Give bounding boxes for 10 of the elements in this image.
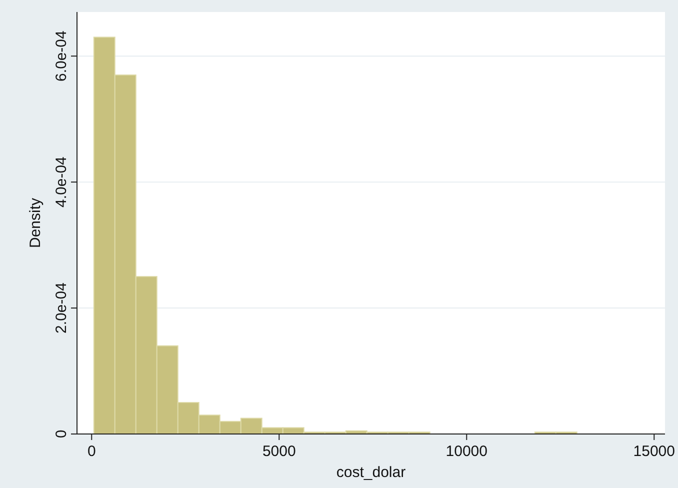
y-tick-label: 4.0e-04 xyxy=(53,156,70,208)
x-axis-title: cost_dolar xyxy=(336,464,406,481)
x-tick-label: 0 xyxy=(87,443,96,460)
x-tick-label: 10000 xyxy=(446,443,488,460)
y-tick-label: 0 xyxy=(53,430,70,438)
y-axis-title: Density xyxy=(27,198,44,248)
x-tick-label: 15000 xyxy=(633,443,675,460)
y-tick-label: 6.0e-04 xyxy=(53,30,70,82)
y-tick-label: 2.0e-04 xyxy=(53,282,70,334)
x-tick-label: 5000 xyxy=(262,443,296,460)
